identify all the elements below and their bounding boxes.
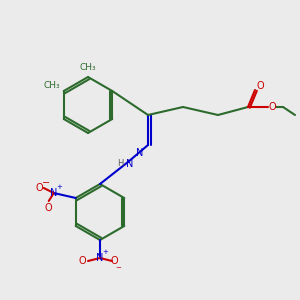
- Text: N: N: [136, 148, 144, 158]
- Text: O: O: [268, 102, 276, 112]
- Text: O: O: [45, 203, 52, 213]
- Text: +: +: [56, 184, 62, 190]
- Text: O: O: [78, 256, 86, 266]
- Text: +: +: [102, 249, 108, 255]
- Text: −: −: [42, 178, 50, 188]
- Text: O: O: [256, 81, 264, 91]
- Text: H: H: [117, 160, 123, 169]
- Text: N: N: [50, 188, 57, 198]
- Text: O: O: [36, 183, 44, 193]
- Text: N: N: [96, 253, 104, 263]
- Text: O: O: [110, 256, 118, 266]
- Text: N: N: [126, 159, 134, 169]
- Text: −: −: [115, 265, 121, 271]
- Text: CH₃: CH₃: [80, 62, 96, 71]
- Text: CH₃: CH₃: [44, 82, 60, 91]
